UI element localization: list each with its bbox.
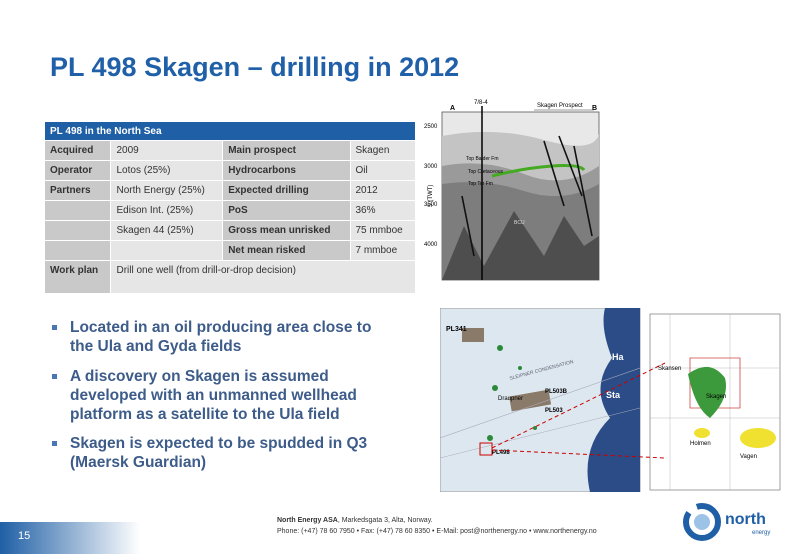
- map-label: PL341: [446, 326, 467, 333]
- table-row: Skagen 44 (25%) Gross mean unrisked 75 mmb…: [43, 220, 416, 241]
- row-label: Expected drilling: [222, 180, 351, 201]
- prospect-label: Skagen Prospect: [537, 103, 583, 109]
- bullet-marker: [52, 374, 57, 379]
- row-value: Edison Int. (25%): [110, 200, 224, 221]
- corner-band: [0, 522, 140, 554]
- axis-label: S (TWT): [428, 185, 434, 208]
- section-end: A: [450, 105, 455, 112]
- row-label: Net mean risked: [222, 240, 351, 261]
- bullet-marker: [52, 441, 57, 446]
- slide-title: PL 498 Skagen – drilling in 2012: [50, 52, 460, 82]
- map-label: Vagen: [740, 454, 757, 460]
- row-label: Partners: [43, 180, 112, 201]
- bullet-line: (Maersk Guardian): [70, 454, 207, 471]
- row-value: 2009: [110, 140, 224, 161]
- company: North Energy ASA: [277, 517, 338, 524]
- row-value: 2012: [349, 180, 416, 201]
- map-label: Draupner: [498, 396, 523, 402]
- row-value: Skagen 44 (25%): [110, 220, 224, 241]
- bullet-line: Located in an oil producing area close t…: [70, 319, 372, 336]
- row-label: Main prospect: [222, 140, 351, 161]
- logo-sub: energy: [752, 530, 770, 536]
- horizon-label: Top Cretaceous: [468, 169, 504, 175]
- map-label: Skansen: [658, 366, 681, 372]
- row-value: Lotos (25%): [110, 160, 224, 181]
- bullet-line: platform as a satellite to the Ula field: [70, 406, 340, 423]
- depth-tick: 4000: [424, 242, 438, 248]
- address: , Markedsgata 3, Alta, Norway.: [337, 517, 433, 524]
- table-row: Operator Lotos (25%) Hydrocarbons Oil: [43, 160, 416, 181]
- bullet-line: A discovery on Skagen is assumed: [70, 368, 329, 385]
- map-label: PL503B: [545, 389, 568, 395]
- table-cell: [43, 220, 112, 241]
- map-label: Ha: [612, 352, 624, 362]
- table-row: Edison Int. (25%) PoS 36%: [43, 200, 416, 221]
- bullet-line: Skagen is expected to be spudded in Q3: [70, 435, 368, 452]
- footer-text: North Energy ASA, Markedsgata 3, Alta, N…: [277, 515, 597, 537]
- horizon-label: Top Tor Fm: [468, 181, 493, 187]
- logo-text: north: [725, 511, 766, 528]
- row-value: North Energy (25%): [110, 180, 224, 201]
- row-label: Acquired: [43, 140, 112, 161]
- table-cell: [110, 240, 224, 261]
- row-value: Skagen: [349, 140, 416, 161]
- table-caption: PL 498 in the North Sea: [44, 121, 416, 141]
- table-cell: [43, 200, 112, 221]
- row-label: PoS: [222, 200, 351, 221]
- row-value: 7 mmboe: [349, 240, 416, 261]
- bullet-text: Located in an oil producing area close t…: [70, 318, 371, 356]
- table-row: Work plan Drill one well (from drill-or-d…: [43, 260, 416, 294]
- row-value: Drill one well (from drill-or-drop decis…: [110, 260, 416, 294]
- page-number: 15: [18, 530, 31, 542]
- table-row: Partners North Energy (25%) Expected drill…: [43, 180, 416, 201]
- row-value: Oil: [349, 160, 416, 181]
- bullet-marker: [52, 325, 57, 330]
- map-label: Holmen: [690, 441, 711, 447]
- map-label: Sta: [606, 390, 621, 400]
- row-value: 75 mmboe: [349, 220, 416, 241]
- bullet-text: Skagen is expected to be spudded in Q3 (M…: [70, 434, 367, 472]
- table-row: Net mean risked 7 mmboe: [43, 240, 416, 261]
- well-label: 7/8-4: [474, 100, 488, 106]
- row-label: Gross mean unrisked: [222, 220, 351, 241]
- map-label: Skagen: [706, 394, 726, 400]
- logo: north energy: [683, 503, 770, 541]
- horizon-label: Top Balder Fm: [466, 156, 499, 162]
- section-end: B: [592, 105, 597, 112]
- contact: Phone: (+47) 78 60 7950 • Fax: (+47) 78 …: [277, 528, 597, 535]
- bullet-line: the Ula and Gyda fields: [70, 338, 242, 355]
- horizon-label: BCU: [514, 220, 525, 226]
- table-cell: [43, 240, 112, 261]
- depth-tick: 3500: [424, 202, 438, 208]
- depth-tick: 2500: [424, 124, 438, 130]
- map-label: PL503: [545, 408, 563, 414]
- depth-tick: 3000: [424, 164, 438, 170]
- bullet-line: developed with an unmanned wellhead: [70, 387, 357, 404]
- info-table: PL 498 in the North Sea Acquired 2009 Main…: [43, 121, 416, 294]
- bullet-text: A discovery on Skagen is assumed develope…: [70, 367, 357, 424]
- row-value: 36%: [349, 200, 416, 221]
- table-row: Acquired 2009 Main prospect Skagen: [43, 140, 416, 161]
- seismic-section: A B 7/8-4 Skagen Prospect Top Balder Fm …: [424, 100, 600, 281]
- row-label: Work plan: [43, 260, 112, 294]
- row-label: Hydrocarbons: [222, 160, 351, 181]
- row-label: Operator: [43, 160, 112, 181]
- location-map: PL341 Draupner SLEIPNER CONDENSATION PL5…: [440, 308, 781, 492]
- map-label: PL498: [492, 450, 510, 456]
